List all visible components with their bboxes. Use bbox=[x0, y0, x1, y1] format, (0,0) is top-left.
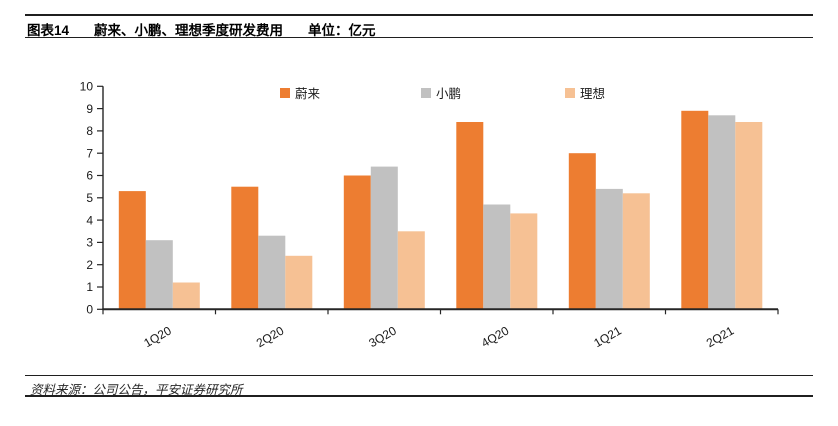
bar-理想-2Q21 bbox=[735, 122, 763, 310]
x-axis-tick-label: 1Q21 bbox=[591, 323, 624, 350]
bar-蔚来-4Q20 bbox=[456, 122, 484, 310]
bar-小鹏-4Q20 bbox=[483, 204, 511, 310]
bar-小鹏-1Q21 bbox=[595, 188, 623, 310]
legend-item-蔚来: 蔚来 bbox=[280, 83, 320, 102]
footer-top-rule bbox=[25, 375, 813, 376]
bar-理想-2Q20 bbox=[285, 255, 313, 310]
y-axis-tick-label: 8 bbox=[86, 124, 93, 138]
bar-小鹏-3Q20 bbox=[370, 166, 398, 310]
source-note: 资料来源：公司公告，平安证券研究所 bbox=[30, 383, 243, 397]
bar-理想-1Q20 bbox=[172, 282, 200, 310]
x-axis-tick-label: 2Q20 bbox=[254, 323, 287, 350]
bar-理想-3Q20 bbox=[397, 231, 425, 310]
bar-蔚来-1Q21 bbox=[568, 153, 596, 310]
figure-number: 图表14 bbox=[27, 23, 70, 38]
y-axis-tick-label: 4 bbox=[86, 213, 93, 227]
bar-蔚来-1Q20 bbox=[118, 191, 146, 310]
chart-title-row: 图表14 蔚来、小鹏、理想季度研发费用 单位：亿元 bbox=[27, 19, 376, 39]
header-bottom-rule bbox=[25, 37, 813, 38]
y-axis-tick-label: 2 bbox=[86, 258, 93, 272]
legend-swatch-icon bbox=[421, 87, 431, 98]
y-axis-tick-label: 5 bbox=[86, 191, 93, 205]
x-axis-tick-label: 1Q20 bbox=[141, 323, 174, 350]
figure-title: 蔚来、小鹏、理想季度研发费用 bbox=[94, 23, 284, 38]
footer-bottom-rule bbox=[25, 395, 813, 397]
y-axis-tick-label: 0 bbox=[86, 303, 93, 317]
legend-swatch-icon bbox=[280, 87, 290, 98]
x-axis-tick-label: 2Q21 bbox=[704, 323, 737, 350]
x-axis-tick-label: 4Q20 bbox=[479, 323, 512, 350]
legend-swatch-icon bbox=[565, 87, 575, 98]
x-axis-tick-label: 3Q20 bbox=[366, 323, 399, 350]
y-axis-tick-label: 3 bbox=[86, 236, 93, 250]
legend-item-理想: 理想 bbox=[565, 83, 605, 102]
y-axis-tick-label: 10 bbox=[80, 80, 94, 94]
legend-label: 小鹏 bbox=[436, 87, 462, 101]
bar-小鹏-1Q20 bbox=[145, 240, 173, 310]
bar-小鹏-2Q21 bbox=[708, 115, 736, 310]
bar-蔚来-3Q20 bbox=[343, 175, 371, 310]
bar-蔚来-2Q20 bbox=[231, 186, 259, 310]
bar-理想-1Q21 bbox=[622, 193, 650, 310]
bar-蔚来-2Q21 bbox=[681, 110, 709, 310]
legend-label: 理想 bbox=[580, 87, 606, 101]
legend-label: 蔚来 bbox=[295, 87, 321, 101]
y-axis-tick-label: 7 bbox=[86, 146, 93, 160]
legend-item-小鹏: 小鹏 bbox=[421, 83, 461, 102]
y-axis-tick-label: 6 bbox=[86, 169, 93, 183]
bar-小鹏-2Q20 bbox=[258, 235, 286, 310]
y-axis-tick-label: 1 bbox=[86, 280, 93, 294]
header-top-rule bbox=[25, 14, 813, 16]
bar-理想-4Q20 bbox=[510, 213, 538, 310]
figure-unit: 单位：亿元 bbox=[308, 23, 376, 38]
y-axis-tick-label: 9 bbox=[86, 102, 93, 116]
